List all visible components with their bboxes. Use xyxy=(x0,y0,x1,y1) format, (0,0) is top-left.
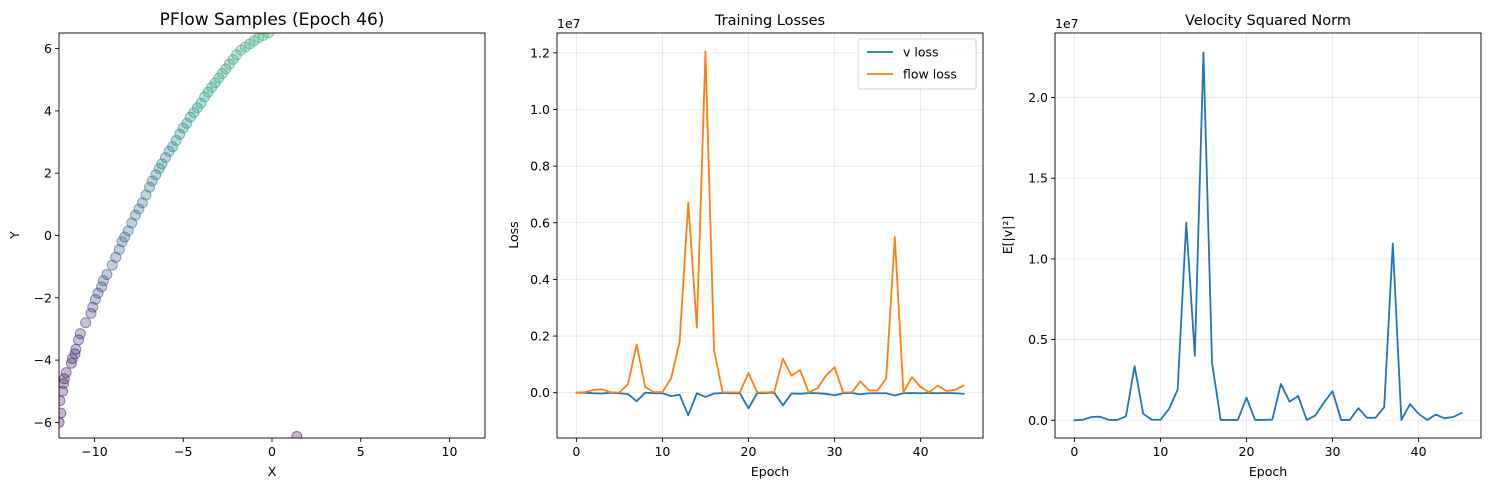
x-tick-label: 10 xyxy=(1152,444,1168,459)
scatter-point xyxy=(150,169,162,181)
x-tick-label: 0 xyxy=(572,444,580,459)
x-tick-label: 0 xyxy=(268,444,276,459)
y-tick-label: 1.2 xyxy=(530,45,550,60)
series-line-1 xyxy=(575,50,965,394)
losses-lines xyxy=(575,50,965,417)
scatter-point xyxy=(174,128,186,140)
scatter-point xyxy=(101,268,113,280)
x-tick-label: −5 xyxy=(174,444,192,459)
scatter-point xyxy=(262,33,274,39)
y-tick-label: 0.8 xyxy=(530,159,550,174)
scatter-point xyxy=(70,343,82,355)
velocity-y-ticks: 0.0 0.5 1.0 1.5 2.0 xyxy=(1028,90,1055,428)
scatter-point xyxy=(119,231,131,243)
velocity-lines xyxy=(1073,51,1463,422)
losses-title: Training Losses xyxy=(714,13,825,29)
legend-label-flow-loss: flow loss xyxy=(903,67,957,82)
velocity-axes-frame xyxy=(1054,32,1482,439)
x-tick-label: 5 xyxy=(357,444,365,459)
y-tick-label: 0.5 xyxy=(1028,332,1048,347)
scatter-point xyxy=(85,307,97,319)
y-tick-label: 0.4 xyxy=(530,272,550,287)
y-tick-label: 1.0 xyxy=(1028,251,1048,266)
scatter-points xyxy=(59,33,303,438)
losses-legend: v loss flow loss xyxy=(857,38,977,90)
y-tick-label: 2 xyxy=(44,166,52,181)
y-tick-label: 0.0 xyxy=(530,385,550,400)
scatter-point xyxy=(80,317,92,329)
scatter-x-label: X xyxy=(268,464,277,479)
y-tick-label: −6 xyxy=(34,415,52,430)
scatter-point xyxy=(257,33,269,41)
scatter-point xyxy=(133,203,145,215)
scatter-point xyxy=(181,117,193,129)
x-tick-label: 30 xyxy=(827,444,843,459)
y-tick-label: 2.0 xyxy=(1028,90,1048,105)
scatter-x-ticks: −10 −5 0 5 10 xyxy=(81,438,457,459)
x-tick-label: 30 xyxy=(1325,444,1341,459)
scatter-point xyxy=(96,281,108,293)
losses-panel: Training Losses 1e7 0 10 20 30 40 0.00.20.40… xyxy=(506,13,984,479)
x-tick-label: 20 xyxy=(1239,444,1255,459)
velocity-y-label: E[|v|²] xyxy=(1000,216,1015,254)
scatter-panel: PFlow Samples (Epoch 46) −10 −5 0 5 10 −6−4−… xyxy=(7,10,486,479)
velocity-panel: Velocity Squared Norm 1e7 0 10 20 30 40 0.00… xyxy=(1000,13,1482,479)
scatter-point xyxy=(59,385,69,397)
legend-label-v-loss: v loss xyxy=(903,45,939,60)
x-tick-label: 0 xyxy=(1070,444,1078,459)
x-tick-label: 20 xyxy=(741,444,757,459)
losses-scale-label: 1e7 xyxy=(557,16,581,31)
losses-x-ticks: 0 10 20 30 40 xyxy=(572,438,929,459)
y-tick-label: −4 xyxy=(34,353,52,368)
scatter-point xyxy=(97,275,109,287)
scatter-y-label: Y xyxy=(7,231,22,240)
velocity-title: Velocity Squared Norm xyxy=(1185,13,1351,29)
y-tick-label: 1.0 xyxy=(530,102,550,117)
y-tick-label: 6 xyxy=(44,41,52,56)
y-tick-label: 0 xyxy=(44,228,52,243)
x-tick-label: 10 xyxy=(654,444,670,459)
y-tick-label: 0.2 xyxy=(530,329,550,344)
scatter-point xyxy=(291,430,303,438)
scatter-point xyxy=(89,293,101,305)
y-tick-label: −2 xyxy=(34,290,52,305)
losses-axes-frame xyxy=(556,32,984,439)
x-tick-label: −10 xyxy=(81,444,107,459)
x-tick-label: 40 xyxy=(913,444,929,459)
scatter-point xyxy=(92,287,104,299)
scatter-point xyxy=(156,158,168,170)
y-tick-label: 0.6 xyxy=(530,215,550,230)
scatter-point xyxy=(59,407,67,419)
velocity-scale-label: 1e7 xyxy=(1055,16,1079,31)
scatter-point xyxy=(73,334,85,346)
scatter-point xyxy=(59,416,65,428)
losses-grid xyxy=(557,33,983,438)
scatter-point xyxy=(146,175,158,187)
x-tick-label: 10 xyxy=(442,444,458,459)
scatter-point xyxy=(60,367,72,379)
scatter-point xyxy=(144,181,156,193)
losses-y-label: Loss xyxy=(506,221,521,248)
scatter-point xyxy=(167,141,179,153)
y-tick-label: 1.5 xyxy=(1028,171,1048,186)
scatter-y-ticks: −6 −4 −2 0 2 4 6 xyxy=(34,41,59,430)
y-tick-label: 4 xyxy=(44,103,52,118)
y-tick-label: 0.0 xyxy=(1028,413,1048,428)
losses-x-label: Epoch xyxy=(751,464,789,479)
velocity-x-label: Epoch xyxy=(1249,464,1287,479)
scatter-point xyxy=(160,152,171,164)
scatter-point xyxy=(170,134,182,146)
scatter-point xyxy=(74,328,86,340)
scatter-point xyxy=(129,209,141,221)
velocity-grid xyxy=(1055,33,1481,438)
series-line-0 xyxy=(1073,51,1463,422)
scatter-title: PFlow Samples (Epoch 46) xyxy=(160,10,385,30)
x-tick-label: 40 xyxy=(1411,444,1427,459)
scatter-point xyxy=(195,97,207,109)
velocity-x-ticks: 0 10 20 30 40 xyxy=(1070,438,1427,459)
losses-y-ticks: 0.0 0.2 0.4 0.6 0.8 1.0 1.2 xyxy=(530,45,557,400)
